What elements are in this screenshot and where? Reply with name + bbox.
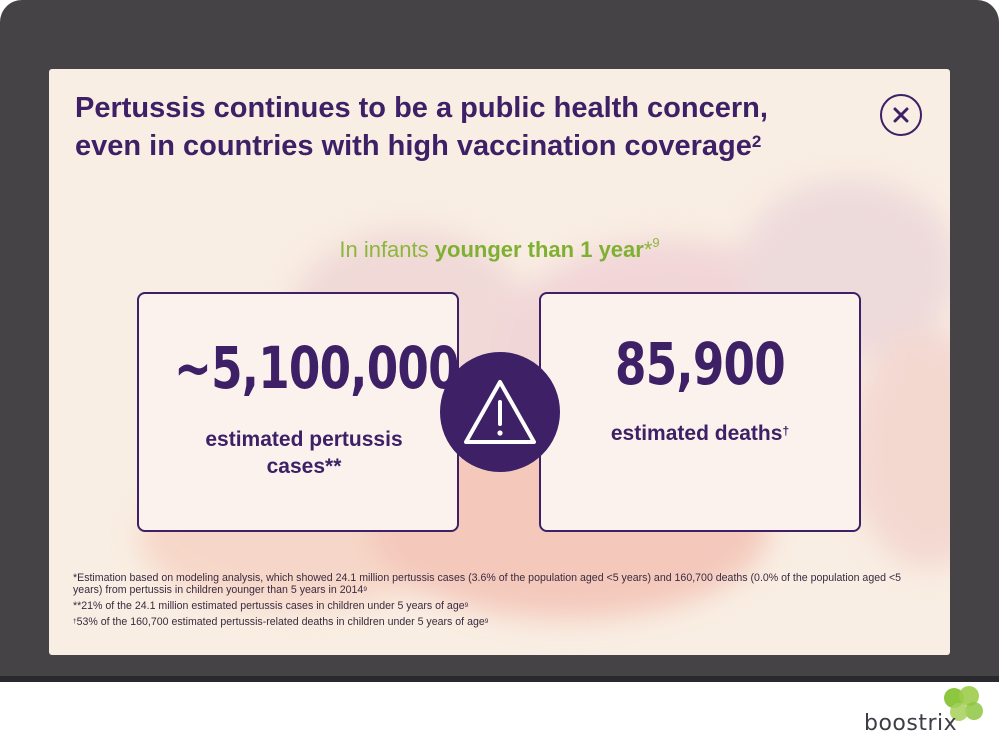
footnote-3-text: 53% of the 160,700 estimated pertussis-r… (76, 616, 485, 628)
footnote-1: *Estimation based on modeling analysis, … (73, 572, 923, 596)
title-reference: 2 (751, 132, 762, 151)
deaths-label: estimated deaths† (541, 420, 859, 447)
deaths-value: 85,900 (615, 330, 786, 398)
page-title: Pertussis continues to be a public healt… (75, 89, 855, 165)
deaths-stat-card: 85,900 estimated deaths† (539, 292, 861, 532)
footnote-2: **21% of the 24.1 million estimated pert… (73, 600, 923, 612)
footnote-1-reference: 9 (363, 586, 367, 593)
footnote-2-text: **21% of the 24.1 million estimated pert… (73, 600, 465, 612)
cases-stat-card: ~5,100,000 estimated pertussis cases** (137, 292, 460, 532)
warning-badge (440, 352, 560, 472)
device-edge (0, 676, 999, 682)
close-button[interactable] (880, 94, 922, 136)
subtitle-prefix: In infants (339, 237, 429, 262)
cases-value: ~5,100,000 (173, 334, 460, 402)
footnote-1-text: *Estimation based on modeling analysis, … (73, 572, 902, 596)
deaths-label-text: estimated deaths (610, 422, 783, 445)
cases-label-line-1: estimated pertussis (205, 428, 403, 451)
footnotes: *Estimation based on modeling analysis, … (73, 572, 923, 632)
cases-label: estimated pertussis cases** (179, 426, 429, 480)
footnote-2-reference: 9 (464, 602, 469, 609)
population-subtitle: In infants younger than 1 year*9 (49, 235, 950, 263)
subtitle-asterisk: * (643, 237, 653, 262)
subtitle-reference: 9 (652, 235, 660, 250)
modal-panel: Pertussis continues to be a public healt… (49, 69, 950, 655)
cases-label-line-2: cases** (266, 455, 342, 478)
footnote-3-reference: 9 (484, 618, 489, 625)
title-line-2: even in countries with high vaccination … (75, 130, 752, 162)
title-line-1: Pertussis continues to be a public healt… (75, 92, 768, 124)
leaf-cluster-icon (944, 686, 983, 721)
warning-triangle-icon (464, 380, 536, 444)
brand-name: boostrix (864, 711, 958, 736)
close-icon (893, 107, 909, 123)
deaths-label-mark: † (782, 424, 790, 438)
footnote-3: †53% of the 160,700 estimated pertussis-… (73, 616, 923, 628)
brand-logo: boostrix (864, 684, 994, 744)
subtitle-emphasis: younger than 1 year (434, 237, 644, 262)
footnote-3-mark: † (73, 618, 77, 625)
